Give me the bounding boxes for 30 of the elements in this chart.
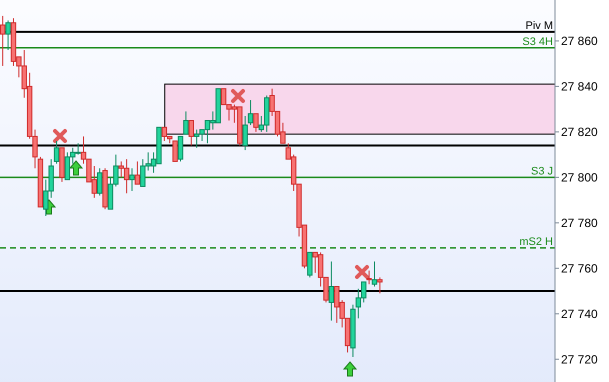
- candlestick: [172, 140, 178, 162]
- ref-line-label: mS2 H: [519, 236, 554, 248]
- y-tick-label: 27 840: [561, 80, 598, 94]
- ref-line-label: S3 4H: [522, 36, 554, 48]
- candlestick: [328, 260, 334, 322]
- y-tick-label: 27 860: [561, 34, 598, 48]
- candlestick: [188, 120, 194, 146]
- candlestick: [96, 168, 102, 196]
- ref-line-label: Piv M: [526, 20, 553, 32]
- candlestick: [183, 110, 189, 135]
- candlestick: [372, 260, 378, 287]
- candlestick: [242, 115, 248, 151]
- candlestick: [307, 252, 313, 278]
- candlestick: [0, 15, 6, 66]
- candlestick: [5, 20, 11, 51]
- y-tick-label: 27 740: [561, 306, 598, 321]
- y-tick-label: 27 800: [561, 170, 598, 185]
- y-tick-label: 27 760: [561, 262, 598, 276]
- candlestick: [54, 140, 60, 164]
- candlestick: [134, 160, 140, 185]
- candlestick: [129, 168, 135, 192]
- y-tick-label: 27 820: [561, 125, 598, 140]
- candlestick: [366, 270, 372, 285]
- candlestick: [377, 276, 383, 294]
- ref-line-label: S3 J: [530, 165, 553, 178]
- candlestick: [178, 136, 184, 162]
- candlestick: [248, 100, 254, 126]
- candlestick: [253, 113, 259, 132]
- y-tick-label: 27 720: [561, 352, 598, 366]
- y-tick-label: 27 780: [561, 216, 598, 230]
